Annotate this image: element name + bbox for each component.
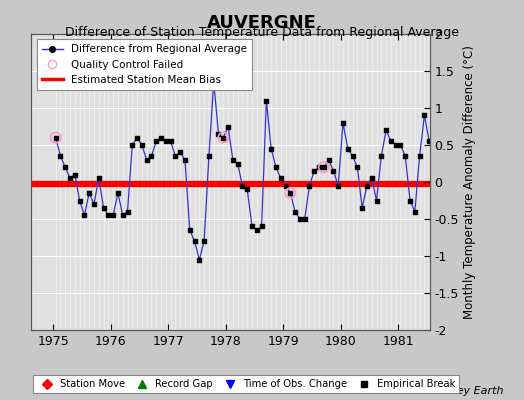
Point (161, 138, 170, 144)
Point (329, 168, 337, 174)
Point (296, 216, 304, 222)
Point (468, 98, 476, 104)
Point (85, 190, 93, 196)
Point (248, 223, 256, 230)
Point (157, 134, 165, 141)
Point (367, 175, 376, 182)
Point (257, 223, 266, 230)
Point (458, 149, 467, 156)
Point (416, 153, 424, 159)
Point (449, 227, 457, 233)
Point (348, 153, 357, 159)
Point (286, 190, 294, 196)
Point (267, 146, 275, 152)
Point (281, 182, 290, 189)
Point (305, 182, 314, 189)
Point (434, 138, 443, 144)
Point (210, 79, 218, 85)
Point (430, 146, 438, 152)
Point (66, 175, 74, 182)
Point (109, 212, 117, 218)
Point (363, 182, 371, 189)
Point (387, 138, 395, 144)
Point (401, 153, 409, 159)
Point (94, 175, 103, 182)
Point (243, 186, 252, 193)
Point (219, 134, 227, 141)
Point (138, 142, 146, 148)
Point (300, 216, 309, 222)
Point (406, 197, 414, 204)
Point (80, 212, 89, 218)
Point (123, 208, 132, 215)
Point (344, 146, 352, 152)
Point (238, 182, 247, 189)
Text: Berkeley Earth: Berkeley Earth (421, 386, 503, 396)
Text: AUVERGNE: AUVERGNE (207, 14, 317, 32)
Point (167, 138, 175, 144)
Point (228, 156, 237, 163)
Point (51, 134, 60, 141)
Point (425, 138, 433, 144)
Point (444, 153, 453, 159)
Point (181, 156, 189, 163)
Point (463, 138, 472, 144)
Point (75, 197, 84, 204)
Point (224, 123, 232, 130)
Point (411, 208, 419, 215)
Point (214, 131, 223, 137)
Point (315, 164, 323, 170)
Point (90, 201, 98, 207)
Point (234, 160, 242, 167)
Point (272, 164, 280, 170)
Y-axis label: Monthly Temperature Anomaly Difference (°C): Monthly Temperature Anomaly Difference (… (463, 45, 476, 319)
Point (114, 190, 122, 196)
Point (195, 256, 203, 263)
Point (339, 120, 347, 126)
Point (396, 142, 405, 148)
Text: Difference of Station Temperature Data from Regional Average: Difference of Station Temperature Data f… (65, 26, 459, 39)
Point (51, 134, 60, 141)
Point (373, 197, 381, 204)
Point (286, 190, 294, 196)
Point (454, 223, 462, 230)
Point (391, 142, 400, 148)
Point (176, 149, 184, 156)
Point (310, 168, 319, 174)
Point (353, 164, 362, 170)
Point (291, 208, 299, 215)
Point (171, 153, 180, 159)
Point (420, 112, 429, 118)
Point (205, 153, 213, 159)
Point (277, 175, 285, 182)
Point (190, 238, 199, 244)
Point (147, 153, 156, 159)
Point (440, 146, 448, 152)
Legend: Difference from Regional Average, Quality Control Failed, Estimated Station Mean: Difference from Regional Average, Qualit… (37, 39, 252, 90)
Point (118, 212, 127, 218)
Point (377, 153, 386, 159)
Point (320, 164, 328, 170)
Point (133, 134, 141, 141)
Point (104, 212, 113, 218)
Point (324, 156, 333, 163)
Point (253, 227, 261, 233)
Point (185, 227, 194, 233)
Point (358, 205, 366, 211)
Point (100, 205, 108, 211)
Point (262, 98, 270, 104)
Legend: Station Move, Record Gap, Time of Obs. Change, Empirical Break: Station Move, Record Gap, Time of Obs. C… (33, 375, 460, 393)
Point (56, 153, 64, 159)
Point (334, 182, 342, 189)
Point (143, 156, 151, 163)
Point (382, 127, 390, 134)
Point (71, 171, 79, 178)
Point (440, 146, 448, 152)
Point (61, 164, 70, 170)
Point (200, 238, 209, 244)
Point (152, 138, 160, 144)
Point (128, 142, 136, 148)
Point (320, 164, 328, 170)
Point (219, 134, 227, 141)
